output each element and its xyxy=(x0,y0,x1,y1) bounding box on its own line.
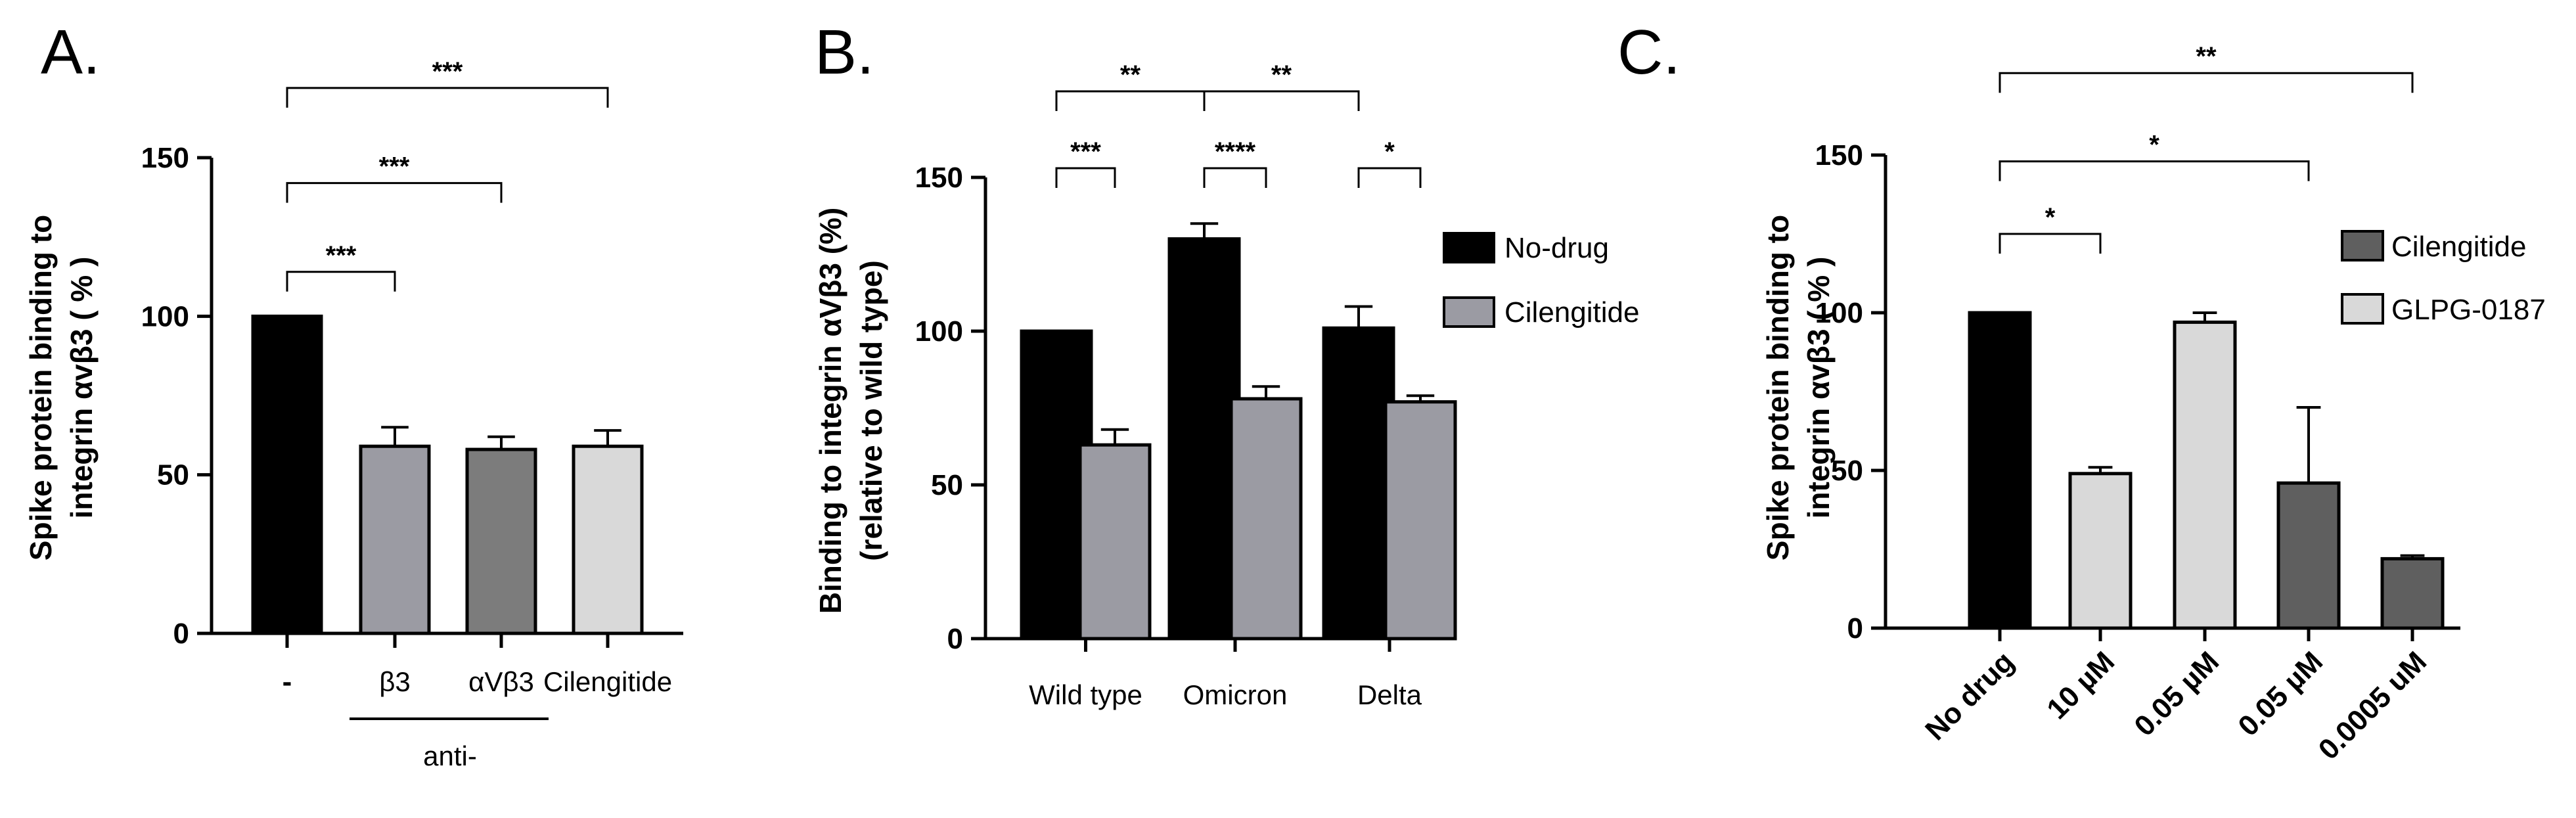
panel-a-ytick-label: 150 xyxy=(141,142,189,174)
panel-c-ytick-label: 50 xyxy=(1831,455,1863,487)
panel-b-bar xyxy=(1078,443,1152,641)
panel-c-ytick-label: 0 xyxy=(1847,612,1863,645)
panel-a-ytick-label: 0 xyxy=(173,618,189,650)
panel-b-category-label: Omicron xyxy=(1183,679,1288,710)
panel-c-legend-swatch xyxy=(2341,230,2384,261)
panel-b-category-label: Wild type xyxy=(1029,679,1142,710)
panel-b-significance-bracket-label: * xyxy=(1384,137,1395,166)
panel-a-letter: A. xyxy=(41,17,101,87)
panel-b-significance-bracket xyxy=(1203,167,1267,188)
panel-c-bar xyxy=(2380,557,2445,630)
panel-c-bar xyxy=(1968,311,2032,630)
panel-c-significance-bracket xyxy=(1999,233,2102,254)
panel-a-significance-bracket-label: *** xyxy=(432,57,463,86)
panel-a-ytick-label: 50 xyxy=(157,459,189,491)
panel-a-category-label: β3 xyxy=(379,666,411,697)
panel-b-significance-bracket-label: *** xyxy=(1070,137,1101,166)
panel-c-significance-bracket-label: * xyxy=(2045,203,2056,232)
panel-b-bar xyxy=(1322,326,1395,641)
panel-c-ytick-label: 100 xyxy=(1815,297,1863,329)
panel-b-ytick-label: 100 xyxy=(915,315,963,348)
panel-b-significance-bracket-label: ** xyxy=(1271,60,1292,89)
panel-c-legend-label-glpg: GLPG-0187 xyxy=(2391,294,2546,326)
panel-b-significance-bracket xyxy=(1203,90,1360,111)
panel-b-significance-bracket-label: ** xyxy=(1120,60,1141,89)
panel-b-legend-swatch xyxy=(1443,296,1495,328)
panel-c-legend-swatch xyxy=(2341,293,2384,325)
panel-a-significance-bracket-label: *** xyxy=(379,152,410,181)
panel-a-category-label: αVβ3 xyxy=(468,666,534,697)
panel-a-bar xyxy=(465,447,537,635)
panel-a-ytick-label: 100 xyxy=(141,300,189,332)
panel-a-bar xyxy=(251,314,323,635)
panel-c-significance-bracket-label: ** xyxy=(2196,42,2217,71)
panel-b-legend-label-cilengitide: Cilengitide xyxy=(1504,296,1639,329)
panel-a-ylabel-line2: integrin αvβ3 ( % ) xyxy=(64,257,99,519)
panel-c-category-label: No drug xyxy=(1919,645,2020,746)
panel-c-legend-label-cilengitide: Cilengitide xyxy=(2391,231,2526,263)
panel-b-significance-bracket xyxy=(1055,167,1116,188)
panel-a-category-label: - xyxy=(282,666,292,698)
panel-b-ytick-label: 50 xyxy=(931,469,963,501)
panel-a-significance-bracket-label: *** xyxy=(326,241,357,270)
panel-c-category-label: 10 µM xyxy=(2041,645,2121,725)
panel-a-significance-bracket xyxy=(286,182,503,203)
panel-b-bar xyxy=(1384,400,1457,641)
panel-c-ylabel-line1: Spike protein binding to xyxy=(1761,215,1795,560)
panel-b-significance-bracket xyxy=(1357,167,1422,188)
panel-b-ylabel-line1: Binding to integrin αVβ3 (%) xyxy=(813,208,847,614)
panel-c-significance-bracket xyxy=(1999,72,2414,93)
panel-c-bar xyxy=(2173,320,2237,630)
panel-a-bar xyxy=(359,444,431,635)
panel-b-category-label: Delta xyxy=(1357,679,1422,710)
panel-a-category-label: Cilengitide xyxy=(543,666,672,697)
panel-c-bar xyxy=(2276,481,2341,630)
panel-c-ylabel-line2: integrin αvβ3 ( % ) xyxy=(1801,257,1836,519)
panel-b-bar xyxy=(1229,397,1303,641)
panel-c-significance-bracket xyxy=(1999,160,2310,181)
panel-b-significance-bracket-label: **** xyxy=(1215,137,1256,166)
panel-c-category-label: 0.0005 uM xyxy=(2313,645,2433,765)
panel-c-bar xyxy=(2068,472,2133,630)
panel-b-bar xyxy=(1167,237,1241,641)
panel-b-ytick-label: 0 xyxy=(947,623,963,655)
panel-a-group-label: anti- xyxy=(423,740,477,771)
panel-a-ylabel-line1: Spike protein binding to xyxy=(24,215,58,560)
panel-b-legend-swatch xyxy=(1443,232,1495,263)
panel-b-significance-bracket xyxy=(1055,90,1206,111)
panel-c-category-label: 0.05 µM xyxy=(2232,645,2329,742)
panel-b-legend-label-nodrug: No-drug xyxy=(1504,232,1609,264)
panel-c-ytick-label: 150 xyxy=(1815,139,1863,171)
panel-b-letter: B. xyxy=(815,17,874,87)
panel-c-category-label: 0.05 µM xyxy=(2128,645,2225,742)
panel-a-bar xyxy=(572,444,644,635)
panel-b-ytick-label: 150 xyxy=(915,162,963,194)
panel-a-significance-bracket xyxy=(286,87,609,108)
panel-c-significance-bracket-label: * xyxy=(2149,131,2159,160)
panel-b-ylabel-line2: (relative to wild type) xyxy=(854,260,888,561)
panel-c-letter: C. xyxy=(1617,17,1681,87)
panel-a-significance-bracket xyxy=(286,271,396,292)
